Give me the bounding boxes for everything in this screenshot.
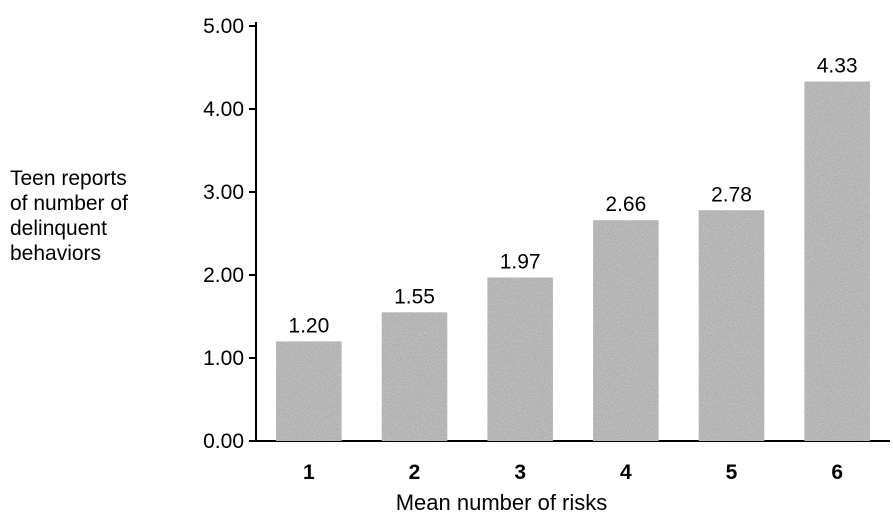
x-tick-label: 6 — [831, 461, 843, 484]
y-axis-label-line: delinquent — [10, 217, 107, 240]
x-tick-label: 4 — [620, 461, 632, 484]
y-axis-label-line: of number of — [10, 192, 128, 215]
bar-value-label: 1.20 — [288, 314, 329, 337]
x-axis-label: Mean number of risks — [395, 490, 608, 515]
bar-texture — [487, 277, 553, 441]
x-tick-label: 5 — [726, 461, 738, 484]
axes: 0.00 1.00 2.00 3.00 4.00 5.00 — [203, 15, 890, 453]
bar-value-label: 4.33 — [817, 55, 858, 78]
y-axis-label-line: Teen reports — [10, 167, 127, 190]
y-tick-label: 5.00 — [203, 15, 244, 38]
y-tick-label: 2.00 — [203, 264, 244, 287]
y-tick-label: 1.00 — [203, 347, 244, 370]
bar-texture — [276, 341, 342, 441]
bar-value-label: 2.66 — [605, 193, 646, 216]
y-tick-label: 0.00 — [203, 430, 244, 453]
x-tick-label: 2 — [409, 461, 421, 484]
y-axis-label-line: behaviors — [10, 242, 102, 265]
x-tick-label: 1 — [303, 461, 315, 484]
bar-value-label: 1.55 — [394, 285, 435, 308]
bar-value-label: 2.78 — [711, 183, 752, 206]
y-tick-label: 3.00 — [203, 181, 244, 204]
bar-texture — [381, 312, 448, 441]
bars — [276, 81, 870, 442]
bar-texture — [698, 210, 765, 441]
bar-texture — [593, 220, 659, 441]
y-tick-label: 4.00 — [203, 98, 244, 121]
bar-value-label: 1.97 — [500, 250, 541, 273]
data-labels: 1.20 1 1.55 2 1.97 3 2.66 4 2.78 5 4.33 6 — [288, 55, 857, 484]
y-axis-label: Teen reports of number of delinquent beh… — [10, 166, 128, 266]
bar-texture — [804, 81, 870, 442]
x-tick-label: 3 — [514, 461, 526, 484]
